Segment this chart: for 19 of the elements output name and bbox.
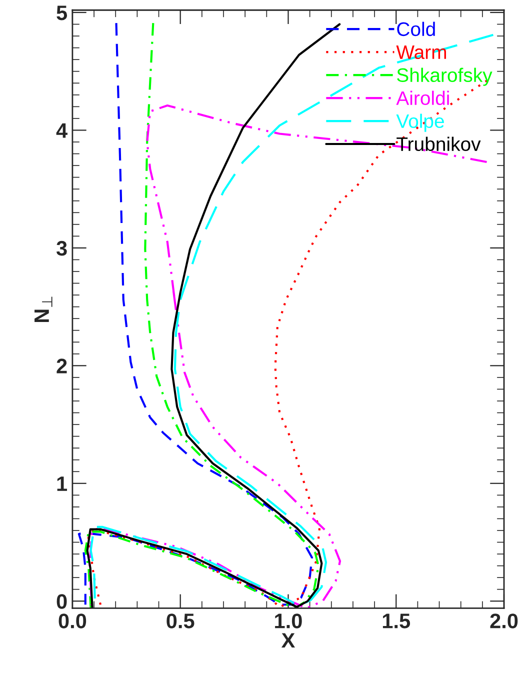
y-tick-label: 3 <box>56 240 67 256</box>
x-tick-label: 1.5 <box>382 614 410 628</box>
text: Cold <box>397 22 435 36</box>
legend-label: Trubnikov <box>396 136 481 152</box>
x-tick-label: 0.0 <box>58 614 86 628</box>
y-tick-label: 5 <box>56 6 68 20</box>
y-tick-label: 0 <box>56 594 67 609</box>
x-tick-label: 0.5 <box>166 614 194 628</box>
legend-label: Warm <box>396 45 446 60</box>
legend-label: Shkarofsky <box>397 68 492 86</box>
legend-label: Volpe <box>396 114 444 132</box>
legend-label: Airoldi <box>396 90 449 106</box>
x-tick-label: 2.0 <box>490 614 518 628</box>
y-tick-label: 2 <box>56 358 67 374</box>
x-tick-label: 1.0 <box>275 614 302 628</box>
x-axis-title: X <box>281 633 295 648</box>
y-tick-label: 1 <box>57 476 68 491</box>
y-tick-label: 4 <box>56 123 68 138</box>
y-axis-title: N$_{⊥}$ <box>34 296 52 322</box>
